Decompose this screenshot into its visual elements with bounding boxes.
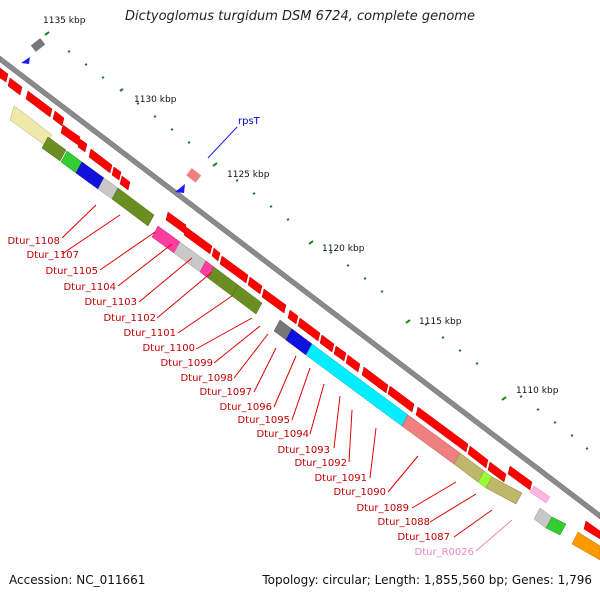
label-connectors <box>61 204 493 538</box>
map-title: Dictyoglomus turgidum DSM 6724, complete… <box>125 9 475 24</box>
gene-forward[interactable] <box>467 445 489 469</box>
gene-forward[interactable] <box>7 77 23 96</box>
colored-genes <box>9 105 600 561</box>
gene-label-1108[interactable]: Dtur_1108 <box>7 236 60 247</box>
gene-label-1088[interactable]: Dtur_1088 <box>377 517 430 528</box>
genome-backbone <box>0 55 600 520</box>
rpsT-callout-line <box>207 126 238 159</box>
gene-green[interactable] <box>545 516 567 536</box>
scale-label-1135: 1135 kbp <box>43 16 86 26</box>
gene-forward[interactable] <box>60 124 81 146</box>
scale-labels: 1135 kbp 1130 kbp 1125 kbp 1120 kbp 1115… <box>43 16 559 396</box>
gene-forward[interactable] <box>219 255 249 284</box>
scale-label-1130: 1130 kbp <box>134 95 177 105</box>
gene-small-blue[interactable] <box>21 57 30 64</box>
gene-label-1100[interactable]: Dtur_1100 <box>142 343 195 354</box>
gene-label-1103[interactable]: Dtur_1103 <box>84 297 137 308</box>
gene-label-1096[interactable]: Dtur_1096 <box>219 402 272 413</box>
gene-forward[interactable] <box>507 465 533 491</box>
scale-label-1115: 1115 kbp <box>419 317 462 327</box>
gene-label-1095[interactable]: Dtur_1095 <box>237 415 290 426</box>
gene-blue[interactable] <box>75 161 105 190</box>
gene-forward[interactable] <box>287 309 299 325</box>
gene-small-gray[interactable] <box>30 38 46 52</box>
gene-forward[interactable] <box>111 166 122 181</box>
gene-forward[interactable] <box>247 276 263 295</box>
gene-rna-pink[interactable] <box>529 485 551 504</box>
gene-forward[interactable] <box>165 211 187 234</box>
gene-forward[interactable] <box>583 520 600 540</box>
gene-forward[interactable] <box>345 354 361 373</box>
gene-forward[interactable] <box>25 90 53 118</box>
gene-label-1107[interactable]: Dtur_1107 <box>26 250 79 261</box>
gene-forward[interactable] <box>415 406 469 453</box>
scale-label-1110: 1110 kbp <box>516 386 559 396</box>
accession-text: Accession: NC_011661 <box>9 573 146 587</box>
gene-label-R0026[interactable]: Dtur_R0026 <box>415 547 474 558</box>
gene-forward[interactable] <box>261 288 287 314</box>
gene-forward[interactable] <box>361 366 389 394</box>
scale-label-1120: 1120 kbp <box>322 244 365 254</box>
scale-label-1125: 1125 kbp <box>227 170 270 180</box>
gene-forward[interactable] <box>319 334 335 353</box>
gene-label-1087[interactable]: Dtur_1087 <box>397 532 450 543</box>
gene-forward[interactable] <box>297 317 321 342</box>
gene-label-1097[interactable]: Dtur_1097 <box>199 387 252 398</box>
gene-forward[interactable] <box>88 148 113 174</box>
rpsT-adjacent-gene[interactable] <box>186 168 202 183</box>
scale-ticks <box>44 31 589 450</box>
gene-forward[interactable] <box>211 247 221 262</box>
gene-darkkhaki[interactable] <box>485 476 523 505</box>
gene-labels: Dtur_1108 Dtur_1107 Dtur_1105 Dtur_1104 … <box>7 236 474 558</box>
forward-strand-genes <box>0 67 600 540</box>
gene-olive[interactable] <box>41 136 67 162</box>
gene-olive[interactable] <box>231 284 263 315</box>
gene-label-1093[interactable]: Dtur_1093 <box>277 445 330 456</box>
gene-forward[interactable] <box>183 226 213 255</box>
gene-label-1099[interactable]: Dtur_1099 <box>160 358 213 369</box>
rpsT-label: rpsT <box>238 116 261 127</box>
gene-olive[interactable] <box>111 187 155 227</box>
gene-forward[interactable] <box>387 385 415 413</box>
rpsT-marker[interactable] <box>175 184 185 193</box>
gene-label-1098[interactable]: Dtur_1098 <box>180 373 233 384</box>
gene-label-1091[interactable]: Dtur_1091 <box>314 473 367 484</box>
gene-forward[interactable] <box>333 345 347 362</box>
gene-label-1105[interactable]: Dtur_1105 <box>45 266 98 277</box>
gene-forward[interactable] <box>52 110 65 127</box>
gene-label-1094[interactable]: Dtur_1094 <box>256 429 309 440</box>
gene-label-1092[interactable]: Dtur_1092 <box>294 458 347 469</box>
gene-label-1090[interactable]: Dtur_1090 <box>333 487 386 498</box>
gene-forward[interactable] <box>487 461 507 483</box>
rna-label-connector <box>475 519 513 552</box>
genome-summary-text: Topology: circular; Length: 1,855,560 bp… <box>262 573 592 587</box>
gene-orange[interactable] <box>571 531 600 561</box>
gene-forward[interactable] <box>77 138 88 153</box>
gene-label-1089[interactable]: Dtur_1089 <box>356 503 409 514</box>
gene-forward[interactable] <box>119 175 131 191</box>
gene-label-1101[interactable]: Dtur_1101 <box>123 328 176 339</box>
gene-label-1104[interactable]: Dtur_1104 <box>63 282 116 293</box>
gene-label-1102[interactable]: Dtur_1102 <box>103 313 156 324</box>
gene-forward[interactable] <box>0 67 9 83</box>
